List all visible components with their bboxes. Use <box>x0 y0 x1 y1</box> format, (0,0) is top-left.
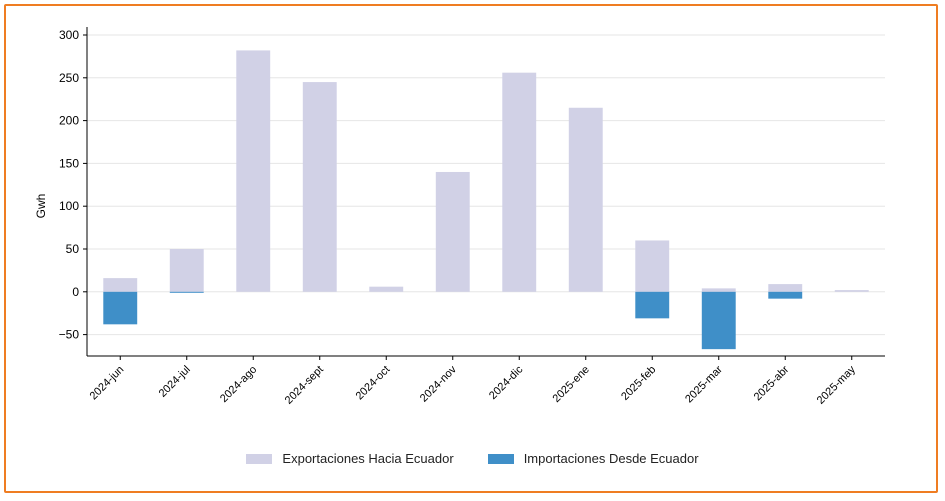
bar-importaciones-2025-mar <box>701 291 736 350</box>
y-tick-label: 150 <box>59 156 79 170</box>
legend-swatch-exportaciones <box>246 453 273 464</box>
bar-exportaciones-2024-nov <box>435 171 470 292</box>
y-tick-label: 300 <box>59 28 79 42</box>
bar-exportaciones-2024-oct <box>369 286 404 292</box>
y-tick-label: −50 <box>59 328 80 342</box>
bar-exportaciones-2025-ene <box>568 107 603 292</box>
x-tick-labels: 2024-jun 2024-jul 2024-ago 2024-sept 2024-oc… <box>88 356 858 407</box>
bar-importaciones-2024-jun <box>103 291 138 325</box>
x-tick-label: 2024-ago <box>218 364 259 405</box>
x-tick-label: 2024-dic <box>487 363 526 402</box>
y-axis-label: Gwh <box>34 194 48 219</box>
x-tick-label: 2024-jun <box>88 364 127 403</box>
legend-item-importaciones: Importaciones Desde Ecuador <box>487 451 699 466</box>
bar-exportaciones-2024-ago <box>236 50 271 292</box>
legend-label-importaciones: Importaciones Desde Ecuador <box>523 451 699 466</box>
bar-importaciones-2024-jul <box>169 291 204 293</box>
y-tick-label: 100 <box>59 199 79 213</box>
x-tick-label: 2024-nov <box>418 363 459 404</box>
bar-importaciones-2025-abr <box>768 291 803 299</box>
bars <box>103 50 869 350</box>
gridlines <box>87 34 885 336</box>
y-tick-label: 200 <box>59 114 79 128</box>
x-tick-label: 2025-feb <box>619 364 658 403</box>
x-tick-label: 2025-abr <box>752 363 792 403</box>
bar-exportaciones-2025-may <box>834 290 869 292</box>
axes <box>86 27 885 357</box>
bar-exportaciones-2025-feb <box>635 240 670 292</box>
legend-label-exportaciones: Exportaciones Hacia Ecuador <box>282 451 454 466</box>
y-tick-label: 50 <box>66 242 80 256</box>
x-tick-label: 2024-jul <box>157 364 193 400</box>
x-tick-label: 2025-ene <box>551 364 592 405</box>
y-tick-label: 250 <box>59 71 79 85</box>
bar-exportaciones-2024-jul <box>169 249 204 292</box>
x-tick-label: 2024-oct <box>354 364 393 403</box>
bar-exportaciones-2025-abr <box>768 284 803 292</box>
bar-exportaciones-2024-dic <box>502 72 537 292</box>
x-tick-label: 2024-sept <box>283 364 326 407</box>
legend-item-exportaciones: Exportaciones Hacia Ecuador <box>246 451 454 466</box>
bar-exportaciones-2024-sept <box>302 82 337 292</box>
bar-exportaciones-2025-mar <box>701 288 736 292</box>
bar-importaciones-2025-feb <box>635 291 670 319</box>
legend-swatch-importaciones <box>487 453 514 464</box>
y-tick-labels: −50 0 50 100 150 200 250 300 <box>59 28 87 342</box>
bar-exportaciones-2024-jun <box>103 278 138 292</box>
legend: Exportaciones Hacia Ecuador Importacione… <box>0 451 945 466</box>
y-tick-label: 0 <box>72 285 79 299</box>
x-tick-label: 2025-mar <box>683 363 725 405</box>
x-tick-label: 2025-may <box>815 363 858 406</box>
